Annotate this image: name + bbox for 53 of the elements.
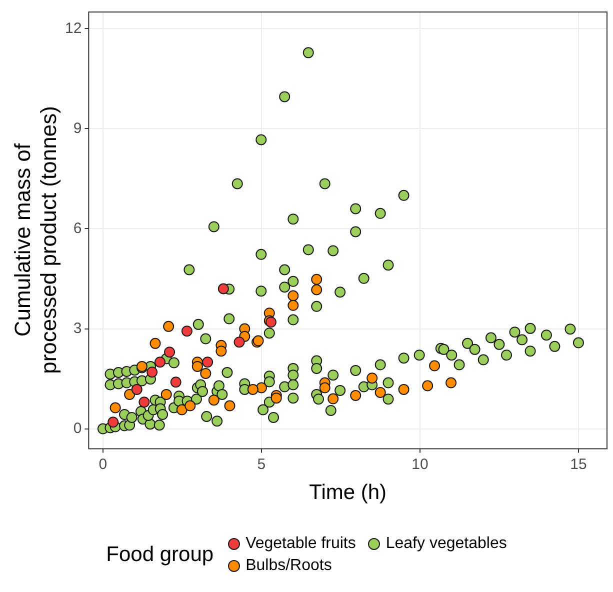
- point: [288, 300, 299, 311]
- point: [224, 400, 236, 412]
- y-tick-label: 6: [73, 220, 82, 237]
- point: [422, 380, 434, 392]
- point: [200, 368, 212, 379]
- point: [131, 384, 142, 395]
- x-tick-label: 10: [412, 456, 428, 473]
- legend-label: Bulbs/Roots: [246, 557, 332, 575]
- point: [163, 320, 174, 332]
- point: [124, 388, 136, 400]
- x-axis-title: Time (h): [309, 481, 387, 504]
- x-tick-label: 15: [570, 456, 587, 473]
- point: [446, 377, 457, 388]
- point: [234, 336, 245, 348]
- point: [138, 396, 150, 408]
- point: [202, 356, 214, 368]
- legend-title: Food group: [106, 543, 214, 567]
- point: [328, 393, 339, 404]
- point: [164, 346, 176, 358]
- point: [154, 356, 166, 368]
- y-tick-label: 3: [73, 320, 82, 337]
- point: [208, 394, 220, 406]
- x-tick-label: 0: [98, 456, 108, 473]
- point: [374, 386, 386, 398]
- point: [366, 372, 378, 384]
- point: [160, 388, 172, 400]
- point: [146, 366, 158, 378]
- legend-label: Vegetable fruits: [246, 535, 356, 553]
- point: [192, 360, 203, 372]
- point: [311, 274, 322, 285]
- y-tick-label: 9: [73, 120, 82, 137]
- point: [398, 384, 410, 395]
- point: [176, 404, 188, 416]
- point: [108, 416, 119, 428]
- point: [170, 376, 182, 388]
- point: [429, 360, 440, 372]
- legend-label: Leafy vegetables: [386, 535, 507, 553]
- point: [150, 338, 161, 349]
- point: [216, 346, 227, 357]
- point: [181, 326, 192, 337]
- point: [184, 400, 196, 412]
- y-tick-label: 0: [73, 420, 82, 437]
- point: [311, 284, 322, 296]
- point: [288, 290, 299, 302]
- point: [350, 390, 362, 401]
- x-tick-label: 5: [257, 456, 266, 473]
- point: [218, 283, 229, 294]
- y-axis-title: Cumulative mass of processed product (tonnes): [10, 105, 62, 376]
- y-tick-label: 12: [64, 20, 82, 37]
- point: [319, 382, 330, 394]
- point: [110, 402, 121, 414]
- point: [270, 392, 282, 404]
- point: [247, 384, 258, 395]
